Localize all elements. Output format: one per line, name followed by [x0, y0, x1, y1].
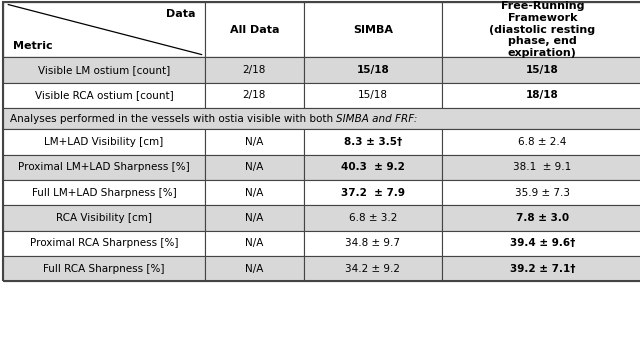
Bar [3, 108, 640, 129]
Bar [3, 2, 205, 57]
Bar [3, 83, 205, 108]
Text: 15/18: 15/18 [356, 65, 389, 75]
Text: SIMBA: SIMBA [353, 25, 393, 34]
Text: Metric: Metric [13, 41, 52, 51]
Text: 39.2 ± 7.1†: 39.2 ± 7.1† [509, 264, 575, 274]
Text: 38.1  ± 9.1: 38.1 ± 9.1 [513, 162, 572, 172]
Text: 37.2  ± 7.9: 37.2 ± 7.9 [341, 188, 405, 197]
Bar [3, 256, 205, 281]
Text: Full RCA Sharpness [%]: Full RCA Sharpness [%] [44, 264, 164, 274]
Bar [205, 57, 304, 83]
Text: N/A: N/A [245, 213, 264, 223]
Bar [304, 129, 442, 155]
Bar [205, 205, 304, 231]
Bar [205, 83, 304, 108]
Bar [304, 57, 442, 83]
Bar [3, 180, 205, 205]
Bar [205, 129, 304, 155]
Text: N/A: N/A [245, 238, 264, 248]
Text: 6.8 ± 2.4: 6.8 ± 2.4 [518, 137, 566, 147]
Bar [3, 205, 205, 231]
Bar [442, 256, 640, 281]
Text: All Data: All Data [230, 25, 279, 34]
Text: 2/18: 2/18 [243, 65, 266, 75]
Text: Proximal RCA Sharpness [%]: Proximal RCA Sharpness [%] [29, 238, 179, 248]
Text: Data: Data [166, 9, 195, 19]
Bar [3, 2, 640, 281]
Bar [205, 2, 304, 57]
Text: 18/18: 18/18 [526, 90, 559, 100]
Text: Proximal LM+LAD Sharpness [%]: Proximal LM+LAD Sharpness [%] [18, 162, 190, 172]
Bar [205, 155, 304, 180]
Bar [304, 231, 442, 256]
Text: 40.3  ± 9.2: 40.3 ± 9.2 [341, 162, 404, 172]
Text: 8.3 ± 3.5†: 8.3 ± 3.5† [344, 137, 402, 147]
Text: 6.8 ± 3.2: 6.8 ± 3.2 [349, 213, 397, 223]
Bar [442, 129, 640, 155]
Bar [304, 83, 442, 108]
Bar [3, 129, 205, 155]
Text: N/A: N/A [245, 188, 264, 197]
Bar [3, 57, 205, 83]
Bar [442, 155, 640, 180]
Bar [304, 155, 442, 180]
Text: N/A: N/A [245, 264, 264, 274]
Text: SIMBA and FRF:: SIMBA and FRF: [336, 114, 417, 124]
Bar [442, 231, 640, 256]
Text: Visible LM ostium [count]: Visible LM ostium [count] [38, 65, 170, 75]
Bar [304, 180, 442, 205]
Bar [442, 180, 640, 205]
Text: 34.8 ± 9.7: 34.8 ± 9.7 [346, 238, 400, 248]
Text: 39.4 ± 9.6†: 39.4 ± 9.6† [510, 238, 575, 248]
Text: 15/18: 15/18 [358, 90, 388, 100]
Bar [3, 2, 640, 57]
Bar [304, 256, 442, 281]
Text: Visible RCA ostium [count]: Visible RCA ostium [count] [35, 90, 173, 100]
Bar [304, 205, 442, 231]
Text: 35.9 ± 7.3: 35.9 ± 7.3 [515, 188, 570, 197]
Bar [205, 231, 304, 256]
Text: 34.2 ± 9.2: 34.2 ± 9.2 [346, 264, 400, 274]
Bar [205, 180, 304, 205]
Bar [3, 155, 205, 180]
Bar [442, 83, 640, 108]
Text: Full LM+LAD Sharpness [%]: Full LM+LAD Sharpness [%] [31, 188, 177, 197]
Text: RCA Visibility [cm]: RCA Visibility [cm] [56, 213, 152, 223]
Text: Free-Running
Framework
(diastolic resting
phase, end
expiration): Free-Running Framework (diastolic restin… [490, 1, 595, 58]
Text: N/A: N/A [245, 137, 264, 147]
Bar [442, 2, 640, 57]
Text: 2/18: 2/18 [243, 90, 266, 100]
Bar [205, 256, 304, 281]
Text: Analyses performed in the vessels with ostia visible with both: Analyses performed in the vessels with o… [10, 114, 336, 124]
Text: 15/18: 15/18 [526, 65, 559, 75]
Bar [442, 57, 640, 83]
Bar [442, 205, 640, 231]
Bar [304, 2, 442, 57]
Text: N/A: N/A [245, 162, 264, 172]
Text: LM+LAD Visibility [cm]: LM+LAD Visibility [cm] [44, 137, 164, 147]
Text: 7.8 ± 3.0: 7.8 ± 3.0 [516, 213, 569, 223]
Bar [3, 231, 205, 256]
